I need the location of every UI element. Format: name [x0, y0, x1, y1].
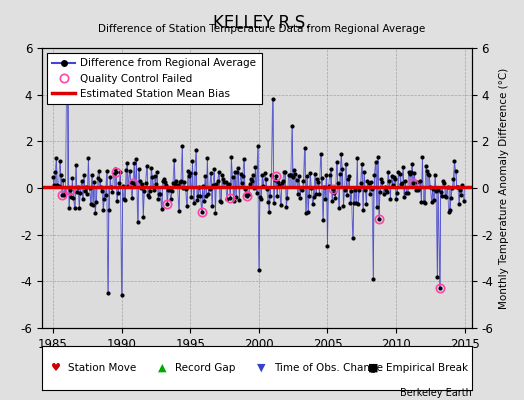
Legend: Difference from Regional Average, Quality Control Failed, Estimated Station Mean: Difference from Regional Average, Qualit…	[47, 53, 261, 104]
Text: KELLEY R.S.: KELLEY R.S.	[213, 14, 311, 32]
Text: ▲: ▲	[158, 363, 167, 373]
Text: Empirical Break: Empirical Break	[386, 363, 468, 373]
Text: Berkeley Earth: Berkeley Earth	[400, 388, 472, 398]
Text: Record Gap: Record Gap	[175, 363, 235, 373]
Y-axis label: Monthly Temperature Anomaly Difference (°C): Monthly Temperature Anomaly Difference (…	[499, 67, 509, 309]
Text: ♥: ♥	[50, 363, 60, 373]
Text: Station Move: Station Move	[68, 363, 136, 373]
Text: Difference of Station Temperature Data from Regional Average: Difference of Station Temperature Data f…	[99, 24, 425, 34]
Text: ▼: ▼	[257, 363, 265, 373]
Text: ■: ■	[368, 363, 379, 373]
Text: Time of Obs. Change: Time of Obs. Change	[274, 363, 383, 373]
